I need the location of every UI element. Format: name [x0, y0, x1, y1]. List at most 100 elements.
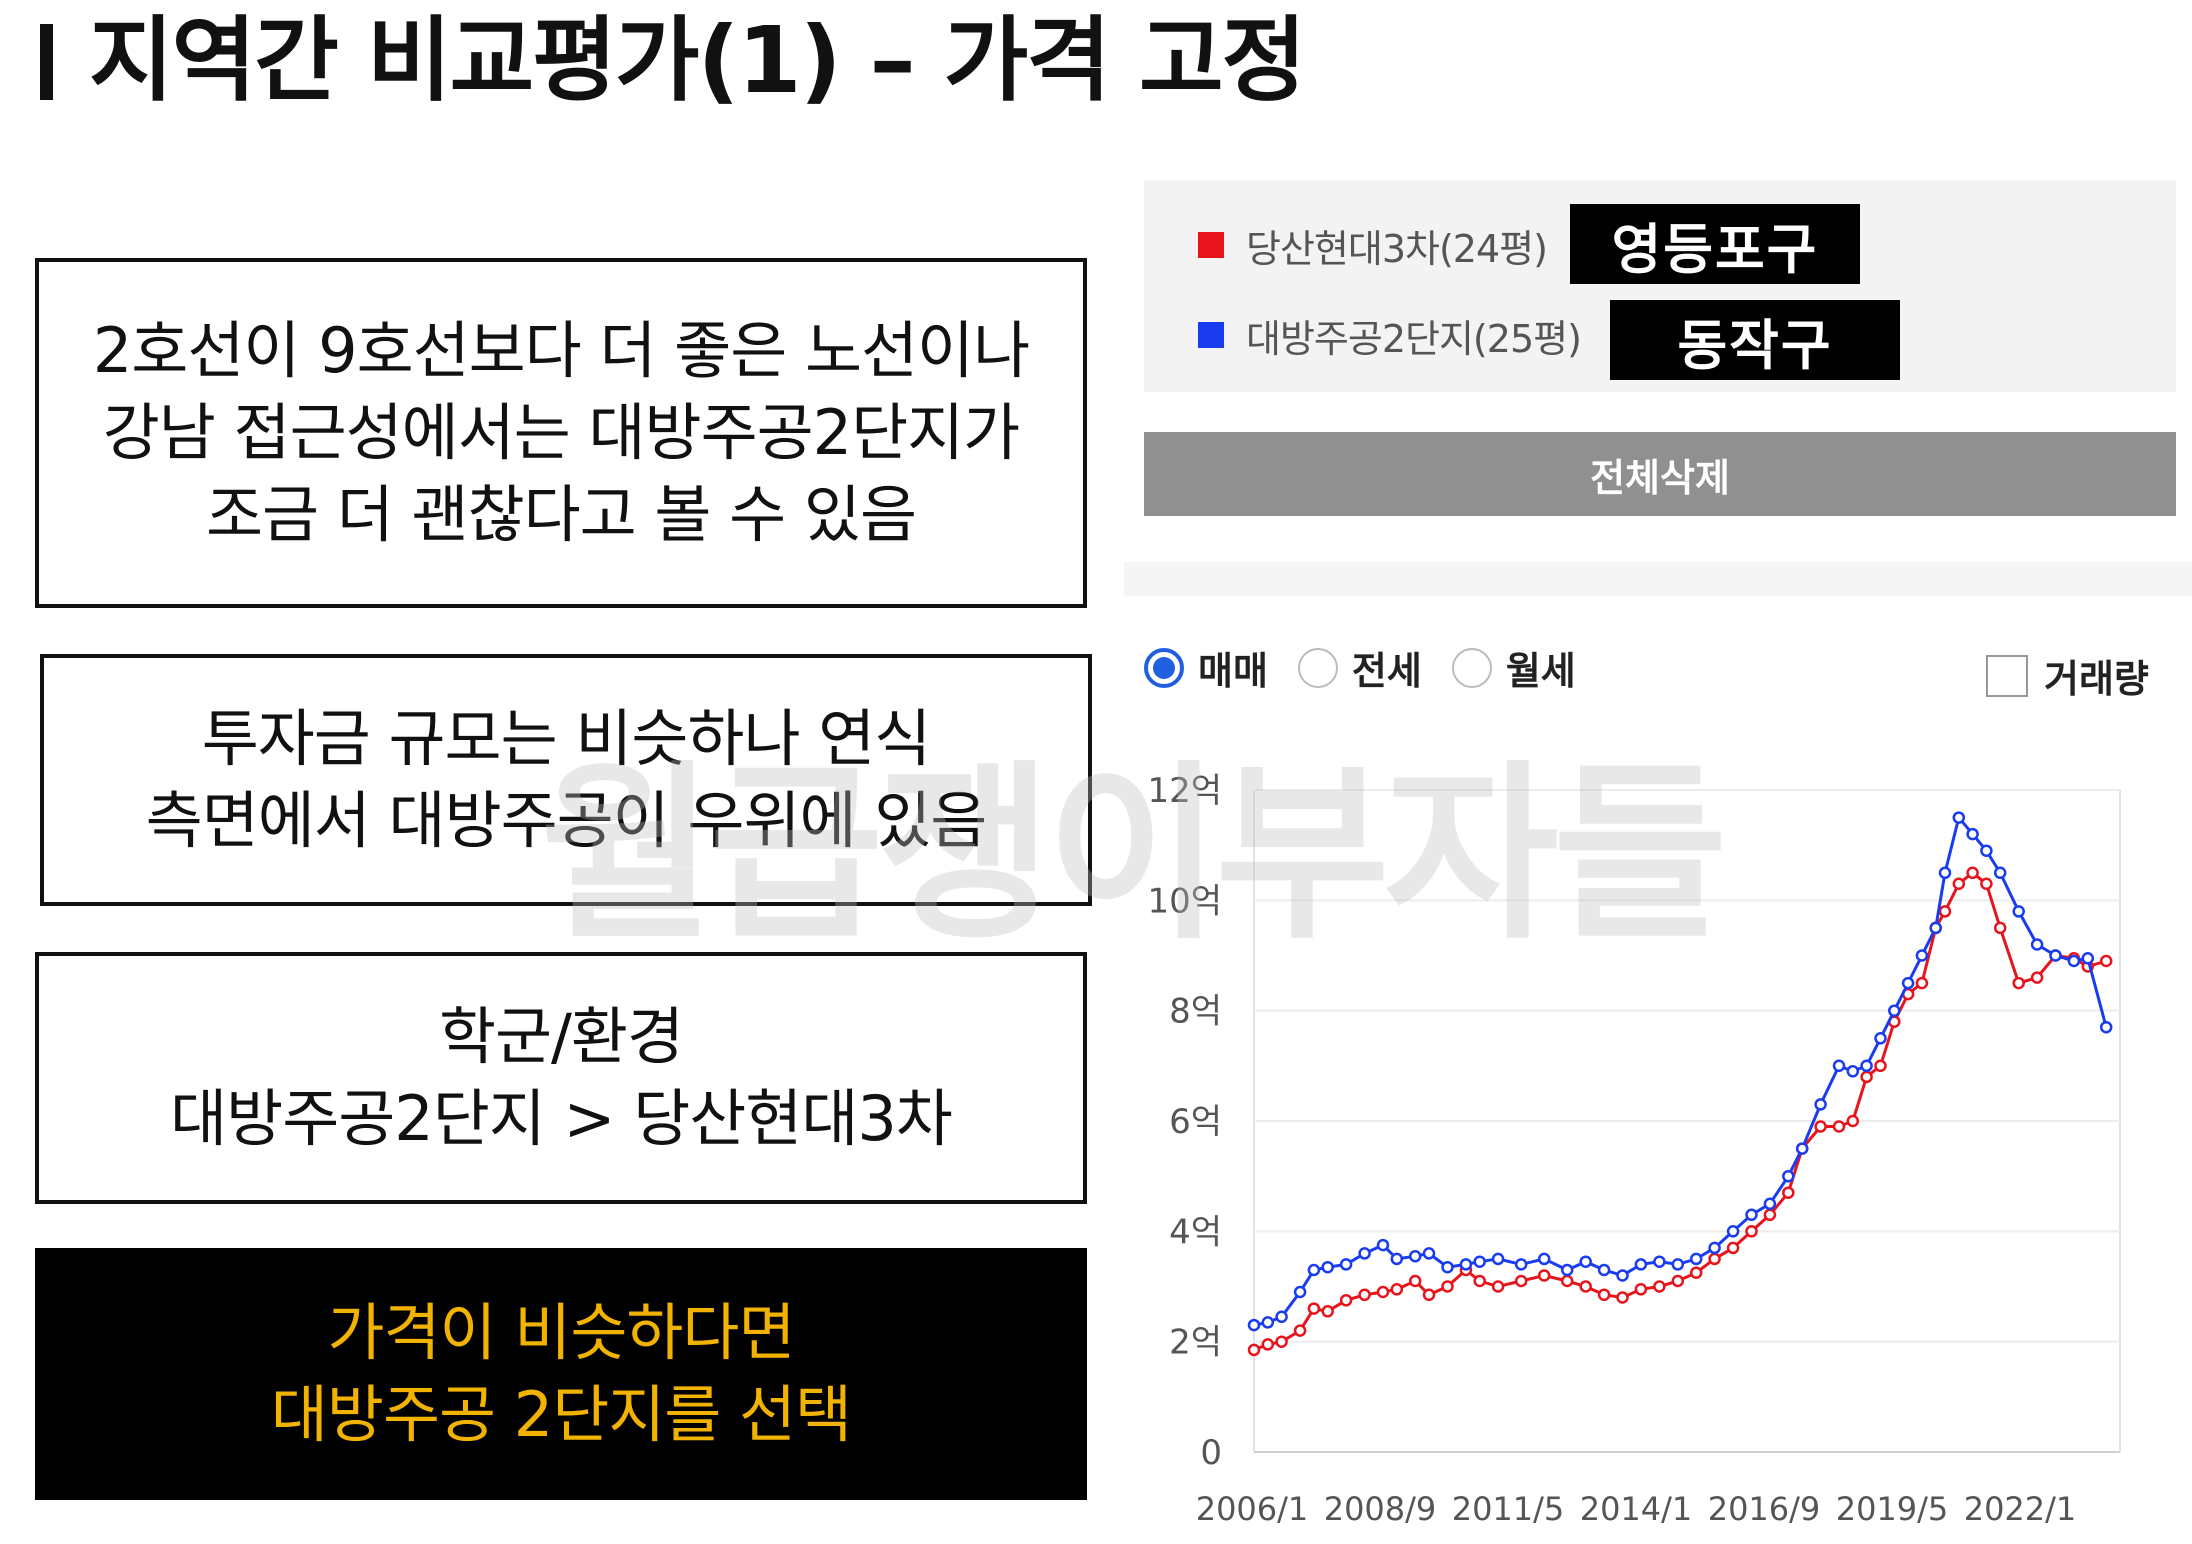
box-line: 대방주공2단지 > 당산현대3차: [170, 1082, 953, 1155]
comparison-box-investment: 투자금 규모는 비슷하나 연식 측면에서 대방주공이 우위에 있음: [40, 654, 1092, 906]
data-point: [1376, 1238, 1390, 1252]
data-point: [1358, 1288, 1371, 1302]
y-tick-label: 12억: [1147, 771, 1222, 811]
data-point: [1745, 1208, 1758, 1222]
box-line: 2호선이 9호선보다 더 좋은 노선이나: [92, 314, 1030, 387]
data-point: [1846, 1065, 1860, 1078]
data-point: [1993, 921, 2007, 935]
x-tick-label: 2022/1: [1964, 1490, 2077, 1528]
data-point: [1537, 1269, 1551, 1282]
data-point: [1874, 1059, 1887, 1073]
radio-label: 매매: [1198, 649, 1268, 693]
comparison-box-transit: 2호선이 9호선보다 더 좋은 노선이나 강남 접근성에서는 대방주공2단지가 …: [35, 258, 1087, 608]
data-point: [1689, 1266, 1703, 1279]
y-tick-label: 10억: [1147, 881, 1222, 921]
data-point: [1597, 1263, 1611, 1277]
legend-swatch-red: [1198, 232, 1224, 258]
data-point: [1888, 1004, 1901, 1017]
data-point: [1832, 1059, 1846, 1073]
data-point: [2099, 954, 2113, 968]
data-point: [1321, 1260, 1334, 1274]
series-line: [1253, 814, 2108, 1327]
data-point: [1473, 1274, 1486, 1288]
legend-item-daebang[interactable]: 대방주공2단지(25평): [1198, 305, 1582, 365]
radio-sale[interactable]: 매매: [1144, 640, 1268, 695]
data-point: [1358, 1247, 1371, 1260]
data-point: [1993, 866, 2007, 880]
data-point: [1261, 1316, 1275, 1329]
divider: [1124, 562, 2192, 596]
data-point: [1938, 866, 1952, 880]
data-point: [1408, 1274, 1422, 1288]
page-title: 지역간 비교평가(1) – 가격 고정: [40, 6, 1306, 116]
y-tick-label: 8억: [1169, 992, 1222, 1032]
radio-unchecked-icon[interactable]: [1297, 647, 1338, 688]
data-point: [1782, 1169, 1795, 1183]
data-point: [1708, 1252, 1721, 1266]
radio-monthly[interactable]: 월세: [1451, 640, 1576, 695]
box-line: 조금 더 괜찮다고 볼 수 있음: [206, 478, 917, 551]
data-point: [1814, 1098, 1827, 1111]
data-point: [1390, 1283, 1404, 1296]
data-point: [1560, 1263, 1574, 1277]
radio-label: 월세: [1505, 649, 1576, 693]
checkbox-icon[interactable]: [1986, 654, 2028, 697]
x-tick-label: 2016/9: [1708, 1490, 1821, 1528]
legend-swatch-blue: [1198, 322, 1224, 348]
data-point: [1390, 1252, 1404, 1266]
data-point: [1726, 1241, 1740, 1255]
box-text: 2호선이 9호선보다 더 좋은 노선이나 강남 접근성에서는 대방주공2단지가 …: [92, 310, 1030, 556]
data-point: [1441, 1260, 1454, 1274]
legend-item-dangsan[interactable]: 당산현대3차(24평): [1198, 215, 1548, 275]
data-point: [1616, 1269, 1629, 1282]
data-point: [1247, 1318, 1261, 1332]
radio-jeonse[interactable]: 전세: [1297, 640, 1422, 695]
data-point: [1491, 1280, 1505, 1293]
data-point: [1708, 1241, 1721, 1255]
volume-toggle[interactable]: 거래량: [1986, 648, 2149, 703]
data-point: [2030, 938, 2044, 951]
data-point: [2049, 949, 2062, 962]
box-text: 투자금 규모는 비슷하나 연식 측면에서 대방주공이 우위에 있음: [146, 698, 988, 862]
radio-checked-icon[interactable]: [1144, 647, 1184, 688]
data-point: [1980, 844, 1993, 857]
data-point: [1726, 1225, 1740, 1238]
data-point: [1832, 1120, 1846, 1133]
x-tick-label: 2011/5: [1452, 1490, 1565, 1528]
data-point: [2030, 971, 2044, 984]
data-point: [1560, 1274, 1574, 1288]
data-point: [1653, 1280, 1666, 1293]
data-point: [1915, 976, 1929, 990]
volume-label: 거래량: [2044, 657, 2149, 701]
data-point: [1491, 1252, 1505, 1266]
data-point: [1952, 811, 1966, 824]
data-point: [1763, 1197, 1777, 1211]
data-point: [1293, 1324, 1307, 1337]
data-point: [1745, 1225, 1758, 1238]
data-point: [1473, 1255, 1486, 1268]
data-point: [1376, 1285, 1390, 1299]
district-tag-dongjak: 동작구: [1610, 300, 1900, 380]
price-line-chart: 0 2억 4억 6억 8억 10억 12억 2006/1 2008/9 2011/5 2014/1 2…: [1147, 771, 2121, 1528]
data-point: [1814, 1120, 1827, 1133]
conclusion-box: 가격이 비슷하다면 대방주공 2단지를 선택: [35, 1248, 1087, 1500]
data-point: [1422, 1247, 1436, 1260]
y-tick-label: 4억: [1169, 1212, 1222, 1252]
data-point: [1514, 1274, 1528, 1288]
delete-all-button[interactable]: 전체삭제: [1144, 432, 2176, 516]
data-point: [1860, 1070, 1873, 1084]
data-point: [1634, 1258, 1648, 1271]
data-point: [1293, 1285, 1307, 1299]
box-line: 투자금 규모는 비슷하나 연식: [201, 702, 932, 775]
data-point: [1339, 1294, 1353, 1307]
data-point: [1514, 1258, 1528, 1271]
x-tick-label: 2014/1: [1580, 1490, 1693, 1528]
data-point: [1763, 1208, 1777, 1222]
data-point: [1275, 1310, 1288, 1324]
data-point: [2067, 954, 2081, 968]
data-point: [2012, 905, 2025, 918]
data-point: [1938, 905, 1952, 918]
radio-unchecked-icon[interactable]: [1451, 647, 1492, 688]
data-point: [1929, 921, 1942, 935]
data-point: [1339, 1258, 1353, 1271]
